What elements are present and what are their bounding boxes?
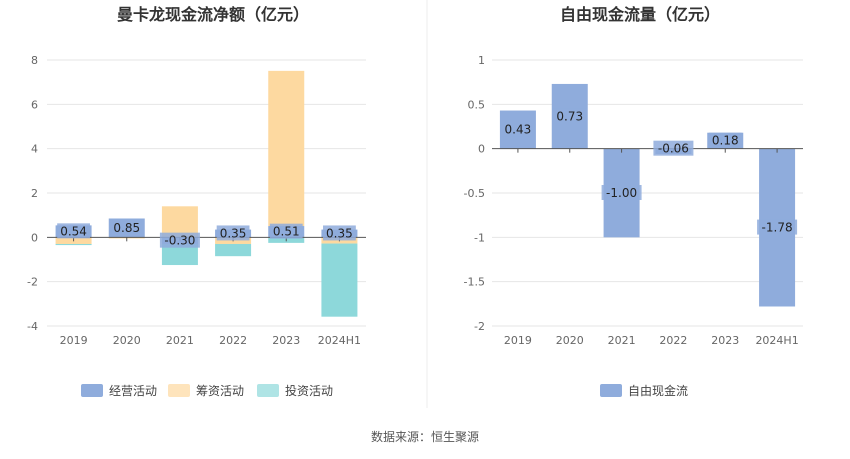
x-tick-label: 2020 bbox=[556, 334, 584, 347]
data-label: 0.51 bbox=[273, 225, 300, 239]
data-label: 0.35 bbox=[326, 226, 353, 240]
bar-series-1 bbox=[268, 70, 305, 227]
data-label: -1.78 bbox=[762, 221, 793, 235]
data-label: 0.54 bbox=[60, 224, 87, 238]
legend-label: 自由现金流 bbox=[628, 383, 688, 398]
y-tick-label: -2 bbox=[27, 276, 38, 289]
x-tick-label: 2021 bbox=[608, 334, 636, 347]
bar-series-2 bbox=[215, 243, 252, 257]
data-label: 0.35 bbox=[220, 226, 247, 240]
x-tick-label: 2023 bbox=[711, 334, 739, 347]
data-source-note: 数据来源：恒生聚源 bbox=[370, 430, 479, 444]
data-label-bg bbox=[708, 132, 742, 148]
data-label-bg bbox=[601, 185, 642, 200]
bar-series-1 bbox=[161, 206, 198, 238]
y-tick-label: -1.5 bbox=[464, 276, 485, 289]
data-label-bg bbox=[159, 232, 200, 248]
x-tick-label: 2023 bbox=[272, 334, 300, 347]
free-cash-flow-chart: 自由现金流量（亿元） -2 -1.5 -1 -0.5 0 0.5 1 2019 2020 2021 2… bbox=[464, 5, 803, 398]
x-tick-label: 2020 bbox=[113, 334, 141, 347]
data-label-bg bbox=[269, 223, 303, 239]
data-label-bg bbox=[653, 140, 694, 156]
y-tick-label: 2 bbox=[31, 187, 38, 200]
data-label: 0.85 bbox=[113, 221, 140, 235]
bar-series-2 bbox=[161, 243, 198, 266]
legend-label: 经营活动 bbox=[109, 384, 157, 398]
y-tick-label: -0.5 bbox=[464, 187, 485, 200]
bar-series-2 bbox=[321, 243, 358, 317]
chart-title: 自由现金流量（亿元） bbox=[560, 5, 720, 24]
cash-flow-net-chart: 曼卡龙现金流净额（亿元） -4 -2 0 2 4 6 8 2019 2020 2021 2022 202… bbox=[27, 5, 366, 398]
data-label-bg bbox=[110, 219, 144, 235]
y-tick-label: 6 bbox=[31, 98, 38, 111]
legend-swatch bbox=[81, 384, 103, 397]
data-label: -0.06 bbox=[658, 142, 689, 156]
data-label-bg bbox=[553, 108, 587, 124]
chart-title: 曼卡龙现金流净额（亿元） bbox=[117, 5, 309, 24]
legend-swatch bbox=[168, 384, 190, 397]
data-label: -0.30 bbox=[164, 234, 195, 248]
legend-label: 筹资活动 bbox=[196, 384, 244, 398]
bar-series-2 bbox=[55, 243, 92, 246]
data-label: 0.18 bbox=[712, 134, 739, 148]
y-tick-label: -4 bbox=[27, 320, 38, 333]
data-label: -1.00 bbox=[606, 186, 637, 200]
y-tick-label: 0.5 bbox=[468, 98, 486, 111]
y-tick-label: 0 bbox=[478, 143, 485, 156]
x-tick-label: 2019 bbox=[504, 334, 532, 347]
data-label: 0.43 bbox=[505, 123, 532, 137]
y-tick-label: -2 bbox=[474, 320, 485, 333]
y-tick-label: 4 bbox=[31, 143, 38, 156]
legend-swatch bbox=[257, 384, 279, 397]
legend-swatch bbox=[600, 384, 622, 397]
y-tick-label: 0 bbox=[31, 231, 38, 244]
data-label-bg bbox=[216, 225, 250, 241]
y-tick-label: 8 bbox=[31, 54, 38, 67]
data-label: 0.73 bbox=[556, 109, 583, 123]
x-tick-label: 2024H1 bbox=[755, 334, 798, 347]
x-tick-label: 2024H1 bbox=[318, 334, 361, 347]
x-tick-label: 2022 bbox=[659, 334, 687, 347]
x-tick-label: 2022 bbox=[219, 334, 247, 347]
legend-label: 投资活动 bbox=[285, 383, 333, 398]
data-label-bg bbox=[757, 219, 798, 235]
x-tick-label: 2021 bbox=[166, 334, 194, 347]
data-label-bg bbox=[501, 121, 535, 137]
y-tick-label: -1 bbox=[474, 231, 485, 244]
data-label-bg bbox=[57, 223, 90, 239]
x-tick-label: 2019 bbox=[60, 334, 88, 347]
data-label-bg bbox=[323, 225, 356, 241]
y-tick-label: 1 bbox=[478, 54, 485, 67]
